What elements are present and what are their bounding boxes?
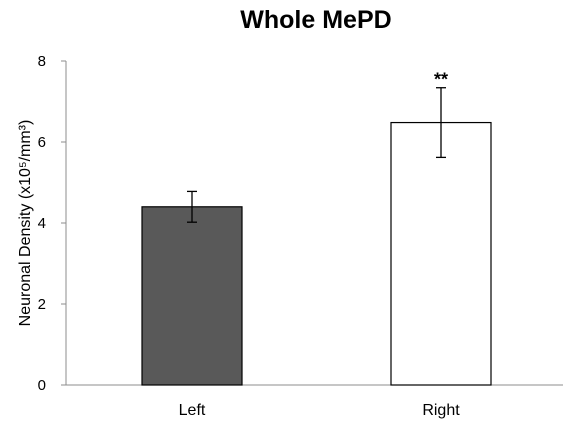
y-tick-label: 0	[38, 377, 46, 394]
bar-right	[390, 121, 492, 386]
x-axis-categories: Left Right	[179, 402, 461, 419]
error-bars	[187, 87, 446, 223]
y-tick-label: 6	[38, 134, 46, 151]
significance-annotations: **	[434, 70, 448, 90]
chart-title: Whole MePD	[240, 6, 391, 34]
bar-left	[141, 206, 243, 386]
x-category-label: Left	[179, 402, 206, 419]
significance-marker: **	[434, 70, 448, 90]
bars	[141, 121, 492, 386]
y-axis-ticks: 0 2 4 6 8	[38, 53, 66, 394]
y-tick-label: 4	[38, 215, 46, 232]
y-tick-label: 2	[38, 296, 46, 313]
y-tick-label: 8	[38, 53, 46, 70]
x-category-label: Right	[422, 402, 460, 419]
y-axis-label: Neuronal Density (x10⁵/mm³)	[17, 120, 34, 327]
